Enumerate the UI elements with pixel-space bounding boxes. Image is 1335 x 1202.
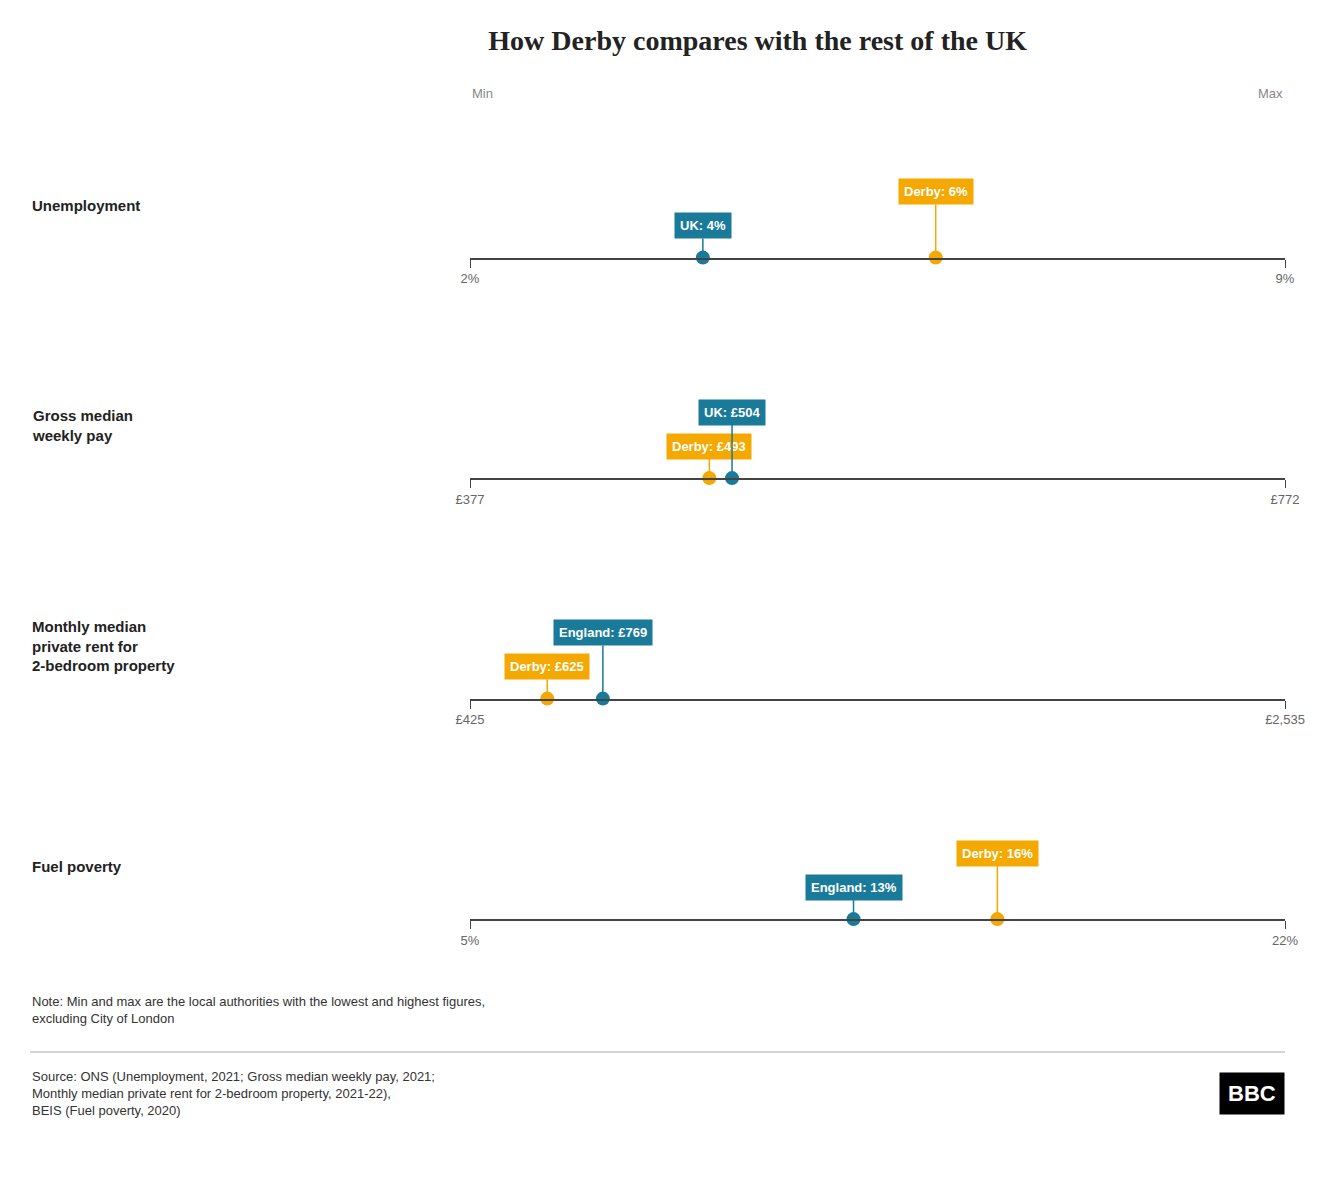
svg-text:UK: £504: UK: £504 bbox=[704, 405, 760, 420]
svg-text:Monthly medianprivate rent for: Monthly medianprivate rent for2-bedroom … bbox=[32, 618, 175, 674]
svg-text:9%: 9% bbox=[1276, 271, 1295, 286]
svg-text:Note: Min and max are the loca: Note: Min and max are the local authorit… bbox=[32, 994, 485, 1026]
svg-text:£772: £772 bbox=[1271, 492, 1300, 507]
svg-text:£2,535: £2,535 bbox=[1265, 712, 1305, 727]
svg-text:Gross medianweekly pay: Gross medianweekly pay bbox=[32, 407, 133, 444]
svg-text:5%: 5% bbox=[461, 933, 480, 948]
svg-text:Derby: £493: Derby: £493 bbox=[672, 439, 746, 454]
svg-text:2%: 2% bbox=[461, 271, 480, 286]
svg-text:UK: 4%: UK: 4% bbox=[680, 218, 726, 233]
svg-text:Derby: 16%: Derby: 16% bbox=[962, 846, 1033, 861]
svg-text:Source: ONS (Unemployment, 202: Source: ONS (Unemployment, 2021; Gross m… bbox=[32, 1069, 435, 1118]
svg-text:Unemployment: Unemployment bbox=[32, 197, 140, 214]
svg-text:Min: Min bbox=[472, 86, 493, 101]
svg-text:England: £769: England: £769 bbox=[559, 625, 647, 640]
svg-text:Derby: 6%: Derby: 6% bbox=[904, 184, 968, 199]
svg-text:England: 13%: England: 13% bbox=[811, 880, 897, 895]
svg-text:Max: Max bbox=[1258, 86, 1283, 101]
svg-text:Derby: £625: Derby: £625 bbox=[510, 659, 584, 674]
svg-text:22%: 22% bbox=[1272, 933, 1298, 948]
svg-text:BBC: BBC bbox=[1228, 1081, 1276, 1106]
svg-text:£425: £425 bbox=[456, 712, 485, 727]
svg-text:Fuel poverty: Fuel poverty bbox=[32, 858, 122, 875]
svg-text:How Derby compares with the re: How Derby compares with the rest of the … bbox=[488, 25, 1027, 56]
svg-text:£377: £377 bbox=[456, 492, 485, 507]
